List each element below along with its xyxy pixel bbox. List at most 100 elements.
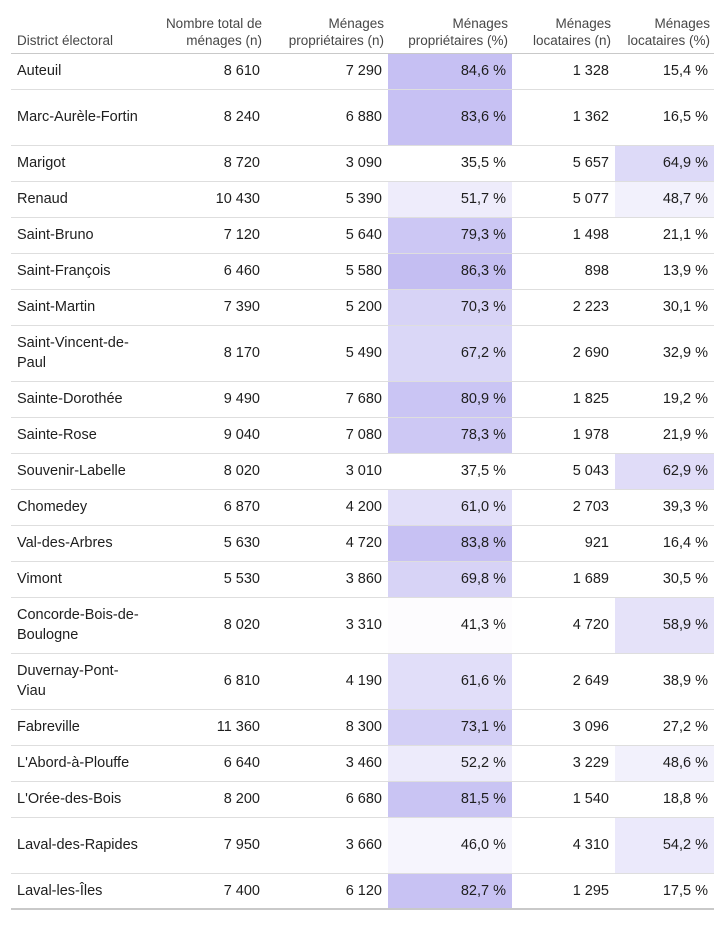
total-households-cell: 5 630 [223, 535, 260, 551]
owners-count-cell: 3 090 [345, 155, 382, 171]
renters-count-cell: 2 223 [572, 299, 609, 315]
renters-percent-cell: 17,5 % [615, 873, 714, 909]
table-row: Concorde-Bois-de-Boulogne 8 020 3 310 41,3 … [11, 597, 714, 653]
table-row: Saint-Bruno 7 120 5 640 79,3 % 1 498 21,1 % [11, 217, 714, 253]
renters-count-cell: 5 043 [572, 463, 609, 479]
renters-count-cell: 3 096 [572, 719, 609, 735]
renters-count-cell: 1 825 [572, 391, 609, 407]
owners-percent-cell: 73,1 % [388, 709, 512, 745]
renters-count-cell: 1 689 [572, 571, 609, 587]
renters-percent-cell: 58,9 % [615, 597, 714, 653]
renters-count-cell: 2 703 [572, 499, 609, 515]
table-row: L'Orée-des-Bois 8 200 6 680 81,5 % 1 540 18,8… [11, 781, 714, 817]
renters-percent-cell: 13,9 % [615, 253, 714, 289]
total-households-cell: 8 020 [223, 617, 260, 633]
total-households-cell: 7 400 [223, 882, 260, 899]
table-row: Duvernay-Pont-Viau 6 810 4 190 61,6 % 2 649 3… [11, 653, 714, 709]
district-cell: Sainte-Rose [17, 427, 97, 443]
renters-count-cell: 1 362 [572, 109, 609, 125]
renters-percent-cell: 30,1 % [615, 289, 714, 325]
owners-count-cell: 5 390 [345, 191, 382, 207]
header-owners-count: Ménages propriétaires (n) [266, 5, 388, 54]
renters-count-cell: 4 720 [572, 617, 609, 633]
owners-count-cell: 7 080 [345, 427, 382, 443]
owners-count-cell: 3 460 [345, 755, 382, 771]
header-district: District électoral [11, 5, 142, 54]
owners-percent-cell: 37,5 % [388, 453, 512, 489]
renters-percent-cell: 21,9 % [615, 417, 714, 453]
table-row: Chomedey 6 870 4 200 61,0 % 2 703 39,3 % [11, 489, 714, 525]
district-cell: L'Orée-des-Bois [17, 791, 122, 807]
renters-percent-cell: 21,1 % [615, 217, 714, 253]
owners-percent-cell: 35,5 % [388, 145, 512, 181]
owners-percent-cell: 69,8 % [388, 561, 512, 597]
renters-count-cell: 5 657 [572, 155, 609, 171]
table-row: L'Abord-à-Plouffe 6 640 3 460 52,2 % 3 229 48… [11, 745, 714, 781]
total-households-cell: 8 170 [223, 345, 260, 361]
renters-count-cell: 921 [584, 535, 609, 551]
district-cell: Laval-les-Îles [17, 882, 103, 899]
owners-percent-cell: 80,9 % [388, 381, 512, 417]
owners-percent-cell: 83,8 % [388, 525, 512, 561]
table-row: Saint-François 6 460 5 580 86,3 % 898 13,9 % [11, 253, 714, 289]
renters-count-cell: 2 649 [572, 673, 609, 689]
district-cell: Marc-Aurèle-Fortin [17, 109, 138, 125]
district-cell: Saint-Bruno [17, 227, 94, 243]
header-row: District électoral Nombre total de ménag… [11, 5, 714, 54]
owners-percent-cell: 61,0 % [388, 489, 512, 525]
renters-percent-cell: 48,6 % [615, 745, 714, 781]
district-cell: Saint-François [17, 263, 111, 279]
owners-percent-cell: 86,3 % [388, 253, 512, 289]
renters-count-cell: 1 295 [572, 882, 609, 899]
owners-count-cell: 7 290 [345, 63, 382, 79]
owners-count-cell: 5 200 [345, 299, 382, 315]
owners-percent-cell: 79,3 % [388, 217, 512, 253]
owners-percent-cell: 70,3 % [388, 289, 512, 325]
renters-percent-cell: 27,2 % [615, 709, 714, 745]
owners-percent-cell: 51,7 % [388, 181, 512, 217]
header-renters-percent: Ménages locataires (%) [615, 5, 714, 54]
district-cell: L'Abord-à-Plouffe [17, 755, 130, 771]
district-cell: Auteuil [17, 63, 62, 79]
total-households-cell: 7 950 [223, 837, 260, 853]
owners-percent-cell: 82,7 % [388, 873, 512, 909]
district-cell: Sainte-Dorothée [17, 391, 123, 407]
owners-count-cell: 3 310 [345, 617, 382, 633]
owners-count-cell: 3 860 [345, 571, 382, 587]
owners-percent-cell: 81,5 % [388, 781, 512, 817]
table-row: Marc-Aurèle-Fortin 8 240 6 880 83,6 % 1 362 1… [11, 89, 714, 145]
total-households-cell: 8 240 [223, 109, 260, 125]
total-households-cell: 5 530 [223, 571, 260, 587]
total-households-cell: 7 390 [223, 299, 260, 315]
owners-count-cell: 3 660 [345, 837, 382, 853]
total-households-cell: 9 040 [223, 427, 260, 443]
renters-count-cell: 3 229 [572, 755, 609, 771]
renters-count-cell: 898 [584, 263, 609, 279]
owners-percent-cell: 46,0 % [388, 817, 512, 873]
table-row: Saint-Martin 7 390 5 200 70,3 % 2 223 30,1 % [11, 289, 714, 325]
owners-count-cell: 6 680 [345, 791, 382, 807]
total-households-cell: 6 640 [223, 755, 260, 771]
owners-count-cell: 4 190 [345, 673, 382, 689]
table-row: Renaud 10 430 5 390 51,7 % 5 077 48,7 % [11, 181, 714, 217]
renters-percent-cell: 15,4 % [615, 53, 714, 89]
renters-count-cell: 1 540 [572, 791, 609, 807]
owners-count-cell: 5 490 [345, 345, 382, 361]
table-row: Saint-Vincent-de-Paul 8 170 5 490 67,2 % 2 6… [11, 325, 714, 381]
total-households-cell: 6 460 [223, 263, 260, 279]
district-cell: Concorde-Bois-de-Boulogne [17, 607, 139, 643]
renters-count-cell: 1 328 [572, 63, 609, 79]
header-renters-count: Ménages locataires (n) [512, 5, 615, 54]
table-row: Sainte-Rose 9 040 7 080 78,3 % 1 978 21,9 % [11, 417, 714, 453]
district-cell: Souvenir-Labelle [17, 463, 126, 479]
total-households-cell: 8 610 [223, 63, 260, 79]
owners-count-cell: 4 720 [345, 535, 382, 551]
total-households-cell: 6 810 [223, 673, 260, 689]
owners-percent-cell: 41,3 % [388, 597, 512, 653]
renters-percent-cell: 38,9 % [615, 653, 714, 709]
table-row: Laval-les-Îles 7 400 6 120 82,7 % 1 295 17,5 … [11, 873, 714, 909]
renters-percent-cell: 64,9 % [615, 145, 714, 181]
table-row: Sainte-Dorothée 9 490 7 680 80,9 % 1 825 19,2… [11, 381, 714, 417]
renters-percent-cell: 18,8 % [615, 781, 714, 817]
owners-percent-cell: 61,6 % [388, 653, 512, 709]
